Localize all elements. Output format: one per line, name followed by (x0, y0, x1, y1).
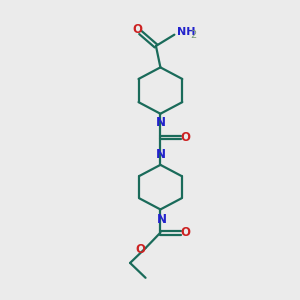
Text: O: O (180, 226, 190, 239)
Text: O: O (133, 23, 142, 36)
Text: O: O (180, 131, 190, 144)
Text: N: N (155, 116, 165, 128)
Text: 2: 2 (190, 30, 196, 40)
Text: N: N (157, 213, 167, 226)
Text: O: O (136, 243, 146, 256)
Text: N: N (155, 148, 165, 161)
Text: NH: NH (177, 27, 195, 37)
